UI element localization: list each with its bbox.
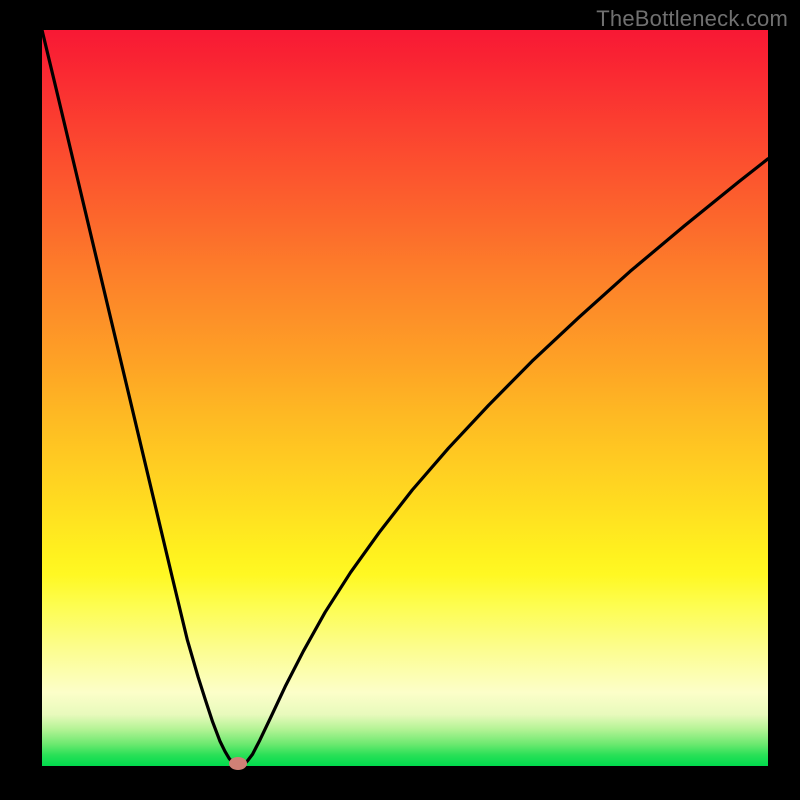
optimal-point-marker [229, 757, 247, 770]
chart-plot-area [42, 30, 768, 766]
chart-background [42, 30, 768, 766]
watermark-text: TheBottleneck.com [596, 6, 788, 32]
chart-svg [42, 30, 768, 766]
